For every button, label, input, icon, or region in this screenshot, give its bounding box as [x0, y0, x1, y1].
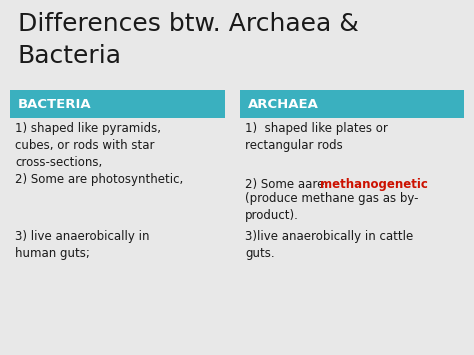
Text: Bacteria: Bacteria	[18, 44, 122, 68]
Text: 1) shaped like pyramids,
cubes, or rods with star
cross-sections,
2) Some are ph: 1) shaped like pyramids, cubes, or rods …	[15, 122, 183, 186]
Text: 1)  shaped like plates or
rectangular rods: 1) shaped like plates or rectangular rod…	[245, 122, 388, 152]
Text: 3)live anaerobically in cattle
guts.: 3)live anaerobically in cattle guts.	[245, 230, 413, 260]
Text: ARCHAEA: ARCHAEA	[248, 98, 319, 110]
Text: 3) live anaerobically in
human guts;: 3) live anaerobically in human guts;	[15, 230, 149, 260]
Text: BACTERIA: BACTERIA	[18, 98, 91, 110]
Text: 2) Some aare: 2) Some aare	[245, 178, 328, 191]
Text: methanogenetic: methanogenetic	[320, 178, 428, 191]
Bar	[10, 90, 225, 118]
Text: Differences btw. Archaea &: Differences btw. Archaea &	[18, 12, 359, 36]
Text: (produce methane gas as by-
product).: (produce methane gas as by- product).	[245, 192, 419, 222]
Bar	[240, 90, 464, 118]
